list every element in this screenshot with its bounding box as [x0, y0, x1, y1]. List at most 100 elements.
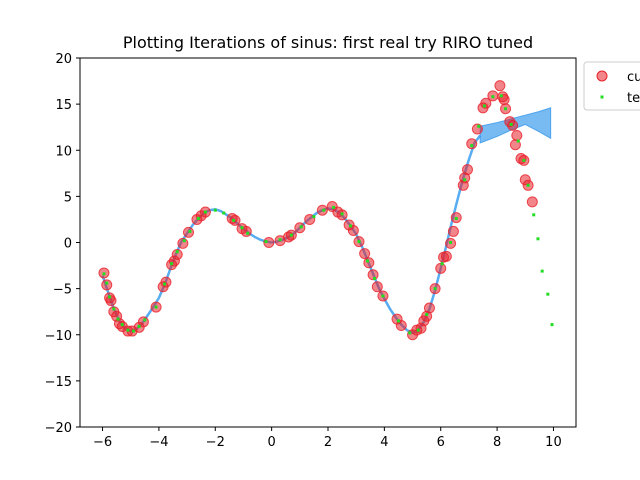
te-point	[340, 212, 344, 216]
cu-point	[440, 250, 452, 262]
te-point	[477, 124, 481, 128]
y-tick-label: −15	[45, 375, 72, 390]
te-point	[102, 272, 106, 276]
te-point	[509, 122, 513, 126]
te-point	[454, 217, 458, 221]
te-point	[449, 241, 453, 244]
cu-point	[304, 213, 316, 225]
te-point	[289, 233, 293, 237]
te-point	[222, 211, 226, 215]
legend: cu te	[583, 61, 640, 111]
te-point	[522, 158, 526, 162]
x-tick-label: 2	[324, 435, 332, 450]
te-point	[232, 218, 236, 222]
te-point	[433, 287, 437, 291]
x-tick-label: 8	[493, 435, 501, 450]
chart-title: Plotting Iterations of sinus: first real…	[123, 33, 533, 52]
te-point	[516, 139, 520, 143]
te-point	[116, 317, 120, 321]
te-point	[203, 210, 207, 214]
te-point	[425, 312, 429, 316]
te-point	[132, 329, 136, 333]
te-point	[550, 323, 554, 327]
te-point	[154, 305, 158, 309]
te-point	[482, 104, 486, 108]
te-point	[240, 226, 244, 230]
te-point	[408, 331, 412, 335]
cu-point	[466, 138, 478, 150]
cu-point	[447, 225, 459, 237]
te-point	[470, 144, 474, 148]
x-tick-label: −6	[93, 435, 112, 450]
te-point	[170, 262, 174, 266]
x-axis-ticks: −6 −4 −2 0 2 4 6 8 10	[93, 427, 562, 450]
te-point	[365, 259, 369, 263]
x-tick-label: −4	[149, 435, 168, 450]
te-point	[126, 328, 130, 332]
te-point	[491, 95, 495, 99]
y-tick-label: −5	[53, 283, 72, 298]
y-tick-label: 10	[55, 144, 72, 159]
y-tick-label: 15	[55, 98, 72, 113]
te-point	[536, 237, 540, 241]
cu-point	[494, 80, 506, 92]
te-point	[112, 307, 116, 311]
x-tick-label: 10	[545, 435, 562, 450]
te-point	[373, 276, 376, 280]
y-tick-label: −20	[45, 421, 72, 436]
te-point	[105, 281, 109, 285]
cu-point	[263, 237, 275, 248]
y-tick-label: 5	[64, 190, 72, 205]
te-point	[246, 231, 250, 235]
cu-point	[160, 276, 172, 288]
te-point	[416, 328, 420, 332]
x-tick-label: 0	[267, 435, 275, 450]
te-point	[540, 269, 544, 273]
cu-point	[423, 302, 435, 314]
te-point	[349, 224, 353, 228]
y-axis-ticks: −20 −15 −10 −5 0 5 10 15 20	[45, 52, 80, 436]
y-tick-label: 20	[55, 52, 72, 67]
cu-point	[371, 281, 383, 293]
legend-label-te: te	[627, 91, 640, 106]
legend-marker-te	[600, 95, 604, 99]
te-point	[137, 324, 141, 328]
cu-markers-layer	[98, 80, 538, 341]
te-point	[196, 217, 200, 221]
te-point	[213, 208, 217, 212]
x-tick-label: 4	[380, 435, 388, 450]
te-point	[299, 225, 303, 229]
cu-point	[462, 164, 473, 176]
y-tick-label: 0	[64, 237, 72, 252]
te-point	[381, 294, 385, 298]
te-point	[108, 295, 112, 299]
cu-point	[101, 279, 113, 291]
te-point	[357, 240, 361, 244]
cu-point	[171, 248, 183, 260]
x-tick-label: −2	[206, 435, 225, 450]
te-point	[322, 208, 326, 212]
cu-point	[363, 257, 375, 269]
te-point	[143, 318, 147, 322]
te-point	[312, 215, 316, 219]
legend-label-cu: cu	[627, 70, 640, 85]
te-point	[546, 292, 550, 296]
te-point	[175, 250, 179, 254]
te-point	[396, 319, 400, 323]
te-point	[532, 213, 536, 217]
cu-point	[511, 129, 523, 141]
te-point	[188, 229, 192, 233]
te-point	[163, 282, 167, 286]
te-point	[526, 183, 530, 187]
te-point	[332, 205, 336, 209]
axes-frame	[79, 57, 577, 428]
cu-point	[347, 225, 359, 237]
te-point	[120, 323, 124, 327]
te-point	[278, 238, 282, 242]
legend-marker-cu	[596, 70, 608, 82]
te-point	[182, 239, 186, 243]
x-tick-label: 6	[437, 435, 445, 450]
te-point	[504, 107, 508, 111]
te-point	[499, 94, 503, 98]
